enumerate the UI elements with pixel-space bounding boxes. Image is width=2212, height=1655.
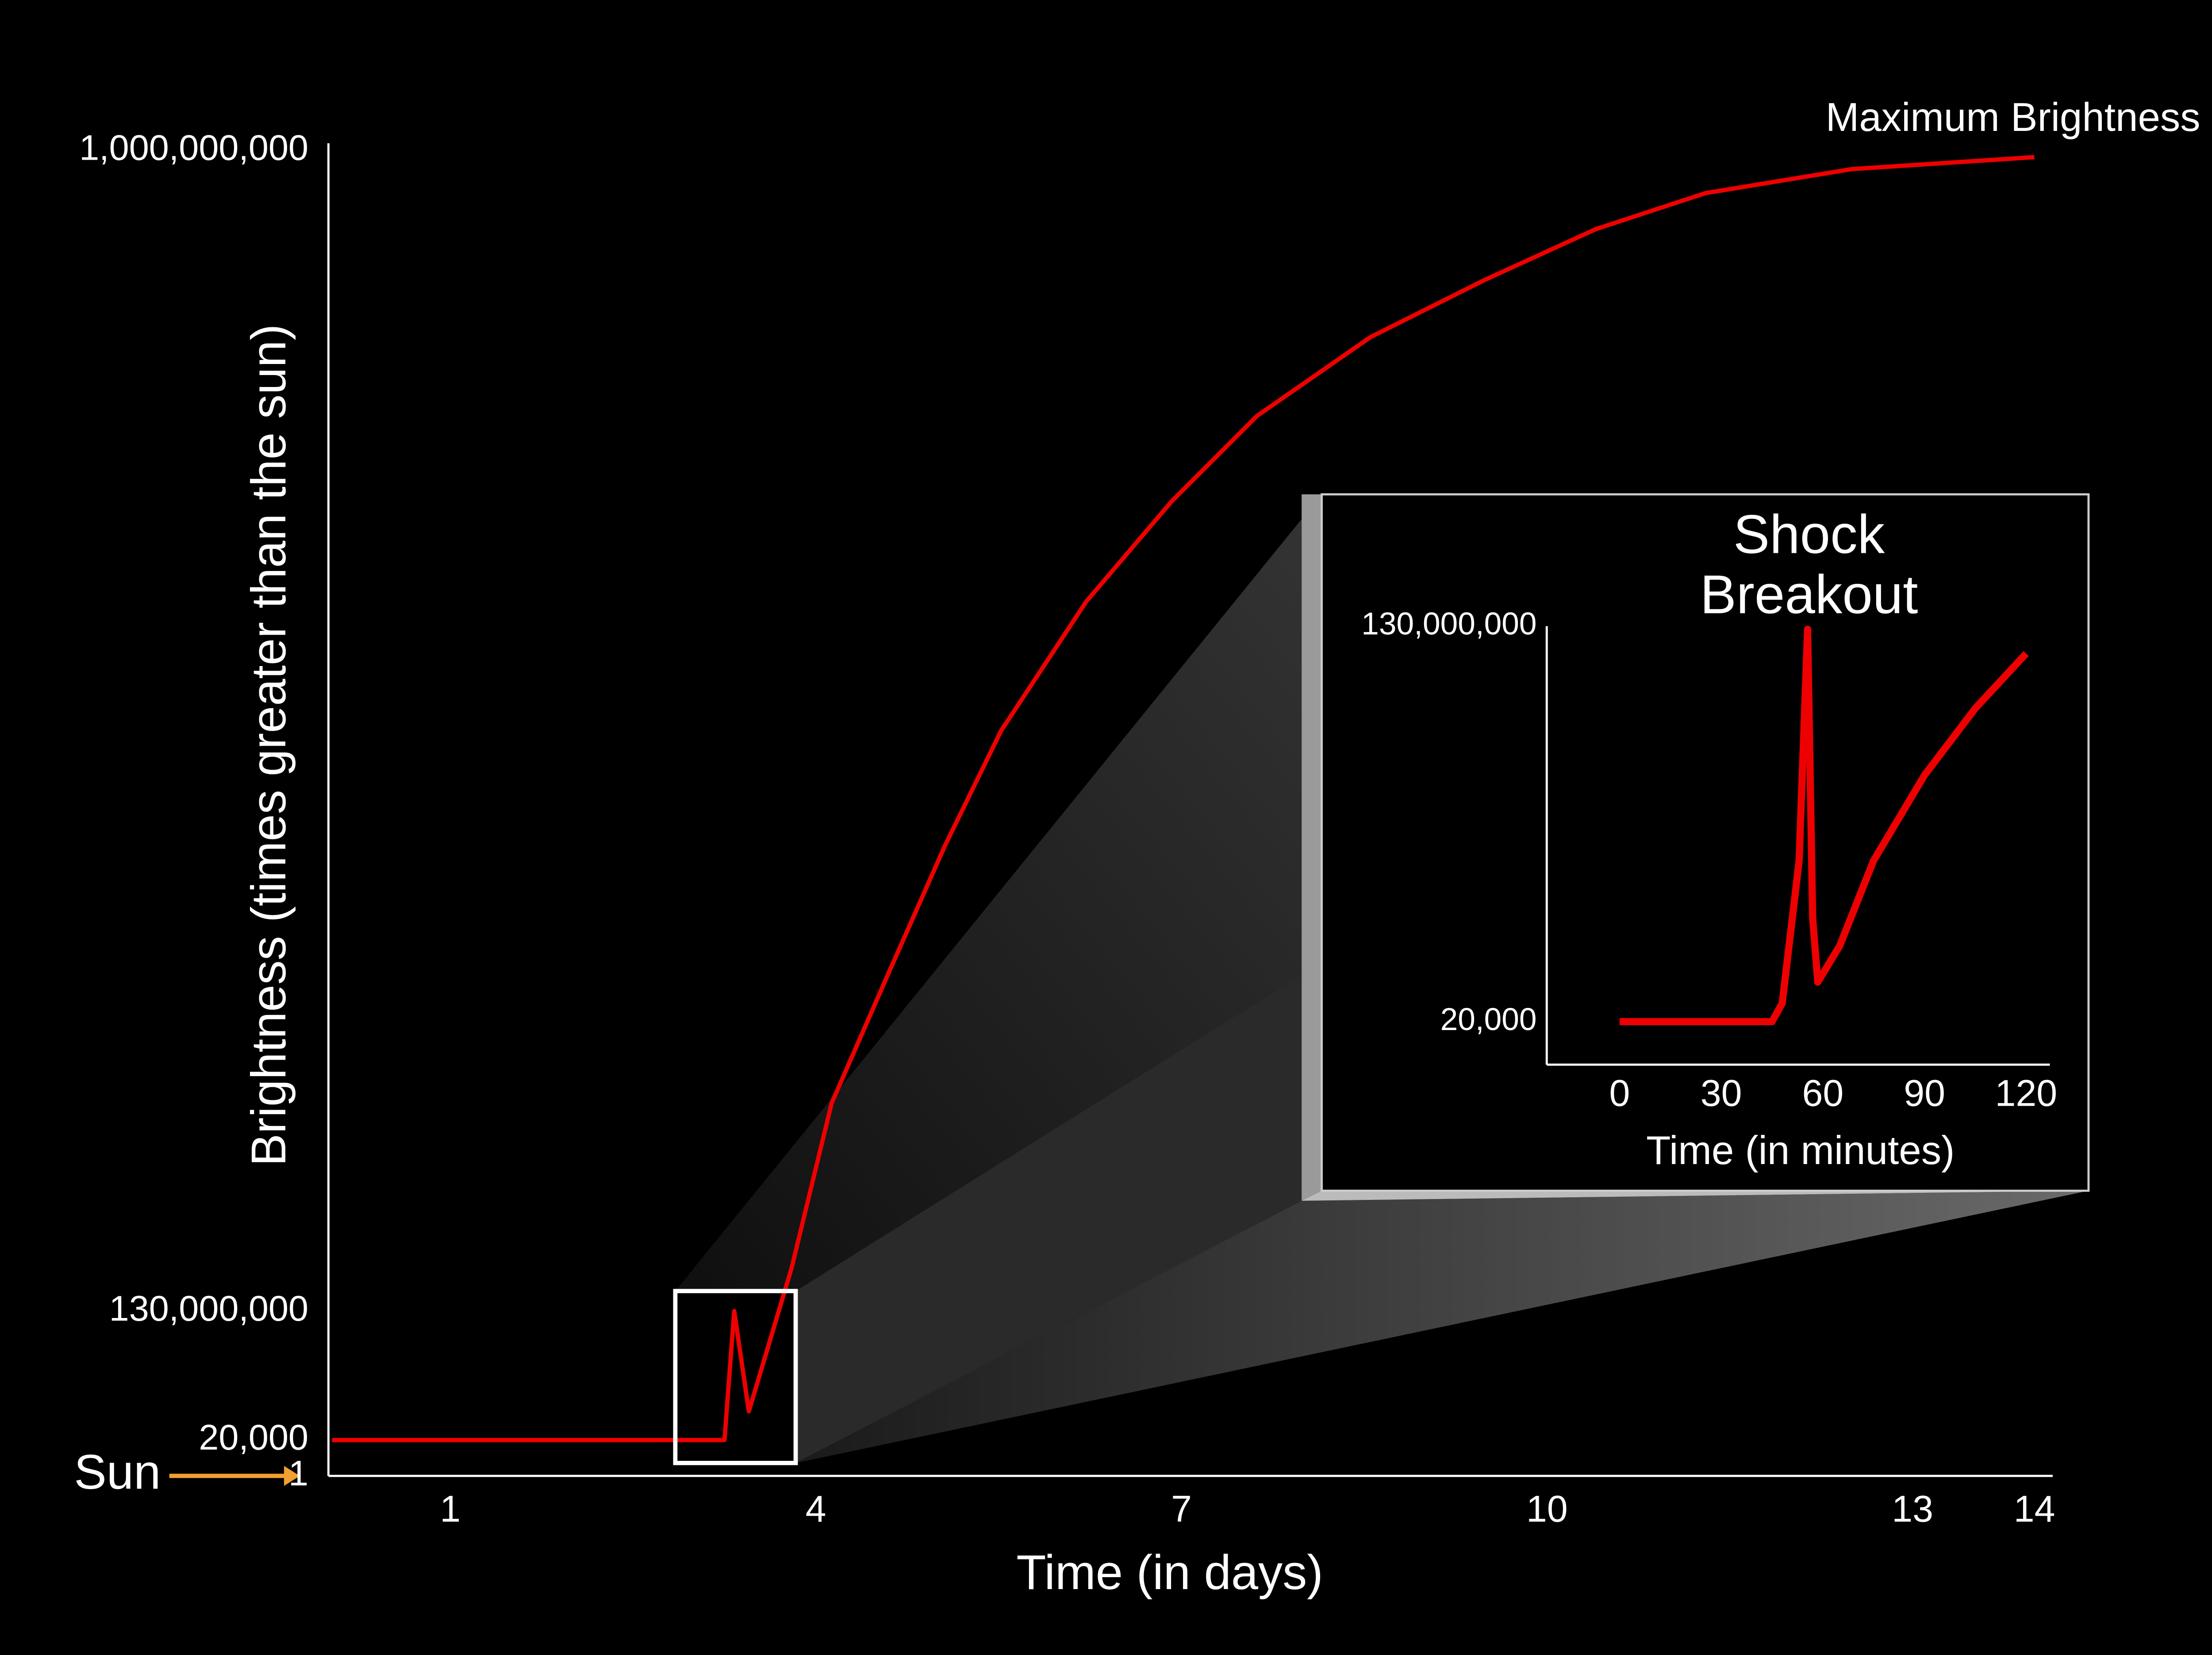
inset-bevel [1302,494,1322,1201]
y-tick-label: 130,000,000 [109,1289,308,1329]
sun-arrowhead [284,1466,300,1486]
y-tick-label: 20,000 [199,1417,308,1457]
annotation: Maximum Brightness [1826,95,2200,140]
x-tick-label: 90 [1904,1073,1945,1114]
inset-title: Breakout [1700,565,1918,625]
x-tick-label: 10 [1526,1488,1568,1529]
x-tick-label: 7 [1171,1488,1192,1529]
x-tick-label: 1 [440,1488,461,1529]
inset-panel [1321,493,2090,1192]
y-tick-label: 130,000,000 [1361,606,1536,642]
inset-title: Shock [1733,505,1885,565]
x-tick-label: 4 [806,1488,826,1529]
x-tick-label: 120 [1995,1073,2058,1114]
zoom-projection [795,974,1302,1463]
data-line [332,155,2035,1442]
y-axis-label: Brightness (times greater than the sun) [242,324,296,1166]
x-tick-label: 0 [1609,1073,1630,1114]
x-tick-label: 13 [1892,1488,1933,1529]
x-tick-label: 60 [1802,1073,1844,1114]
sun-label: Sun [74,1445,161,1499]
x-axis-label: Time (in days) [1016,1545,1323,1600]
inset-bevel [1302,1191,2089,1201]
y-tick-label: 1,000,000,000 [79,128,308,168]
y-tick-label: 1 [288,1453,308,1493]
y-tick-label: 20,000 [1440,1002,1537,1037]
inset-x-axis-label: Time (in minutes) [1646,1128,1955,1173]
x-tick-label: 30 [1701,1073,1742,1114]
data-line [1619,625,2029,1026]
x-tick-label: 14 [2014,1488,2055,1529]
zoom-box [673,1289,798,1465]
